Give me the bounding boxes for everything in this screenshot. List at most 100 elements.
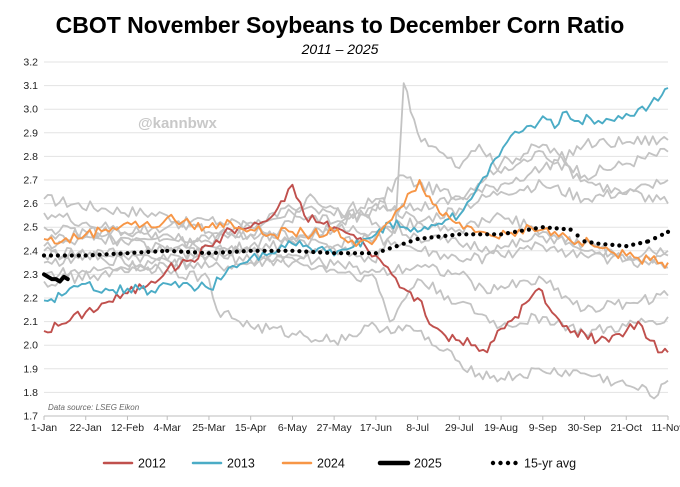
avg-dot [90,253,95,258]
y-tick-label: 2.8 [23,151,38,163]
avg-dot [55,253,61,258]
avg-dot [617,243,622,248]
x-tick-label: 1-Jan [31,422,57,434]
avg-dot [659,232,665,237]
legend-label: 15-yr avg [524,457,576,471]
avg-dot [547,225,552,230]
avg-dot [125,251,130,256]
other-year-line [43,212,669,267]
legend-swatch-dot [490,460,496,466]
avg-dot [429,235,434,240]
y-tick-label: 2.6 [23,198,38,210]
avg-dot [540,225,545,230]
legend-label: 2025 [414,457,442,471]
avg-dot [111,251,116,256]
avg-dot [373,251,378,256]
avg-dot [401,241,406,246]
avg-dot [464,232,469,237]
y-tick-label: 1.8 [23,387,38,399]
avg-dot [269,248,274,253]
x-tick-label: 30-Sep [568,422,602,434]
x-tick-label: 11-Nov [651,422,680,434]
y-tick-label: 2.3 [23,269,38,281]
avg-dot [248,248,253,253]
y-tick-label: 3.2 [23,57,38,69]
x-tick-label: 6-May [278,422,308,434]
other-year-line [43,179,669,250]
x-tick-label: 22-Jan [70,422,102,434]
x-tick-label: 9-Sep [529,422,557,434]
avg-dot [471,232,476,237]
avg-dot [213,250,218,255]
avg-dot [589,240,594,245]
avg-dot [297,249,302,254]
x-tick-label: 17-Jun [360,422,392,434]
avg-dot [568,227,573,232]
avg-dot [132,250,137,255]
chart-title: CBOT November Soybeans to December Corn … [55,12,625,38]
avg-dot [631,242,636,247]
series-2013-line [43,87,669,304]
avg-dot [492,232,497,237]
avg-dot [638,241,643,246]
avg-dot [199,250,205,255]
avg-dot [653,236,658,241]
avg-dot [241,249,246,254]
data-source-note: Data source: LSEG Eikon [48,403,140,412]
avg-dot [206,251,211,256]
avg-dot [104,252,109,257]
avg-dot [139,250,144,255]
avg-dot [422,236,427,241]
legend-swatch-dot [505,460,511,466]
avg-dot [346,251,351,256]
x-tick-label: 4-Mar [153,422,181,434]
x-tick-label: 12-Feb [111,422,144,434]
avg-dot [186,249,191,255]
avg-dot [97,252,102,257]
avg-dot [276,248,281,253]
avg-dot [172,249,177,254]
avg-dot [318,250,323,255]
avg-dot [352,251,358,256]
avg-dot [325,250,330,255]
y-tick-label: 2.4 [23,245,38,257]
avg-dot [311,249,316,255]
avg-dot [499,232,504,237]
avg-dot [512,229,518,234]
avg-dot [366,251,371,256]
y-tick-label: 2.2 [23,293,38,305]
avg-dot [646,239,651,244]
avg-dot [332,251,337,256]
legend: 2012 2013 2024 2025 15-yr avg [102,457,576,471]
avg-dot [255,248,260,253]
avg-dot [192,250,198,255]
y-tick-label: 1.7 [23,411,38,423]
avg-dot [62,253,67,258]
legend-item-2024: 2024 [281,457,345,471]
y-tick-label: 3.1 [23,80,38,92]
avg-dot [48,253,54,258]
avg-dot [554,226,559,231]
avg-dot [561,226,566,232]
other-year-line [43,212,669,338]
legend-item-2013: 2013 [191,457,255,471]
avg-dot [41,253,47,258]
avg-dot [485,232,490,237]
series-2024-line [43,179,669,269]
avg-dot [582,239,587,244]
series-2025-line [42,272,70,284]
avg-dot [665,229,671,234]
legend-label: 2012 [138,457,166,471]
avg-dot [304,249,309,254]
x-tick-label: 29-Jul [445,422,474,434]
avg-dot [478,232,483,237]
legend-item-2012: 2012 [102,457,166,471]
avg-dot [153,249,158,254]
avg-dot [380,248,385,253]
highlighted-series [41,87,671,354]
avg-dot [262,248,267,253]
legend-label: 2013 [227,457,255,471]
y-tick-label: 1.9 [23,363,38,375]
x-tick-label: 27-May [317,422,353,434]
y-tick-label: 3.0 [23,104,38,116]
